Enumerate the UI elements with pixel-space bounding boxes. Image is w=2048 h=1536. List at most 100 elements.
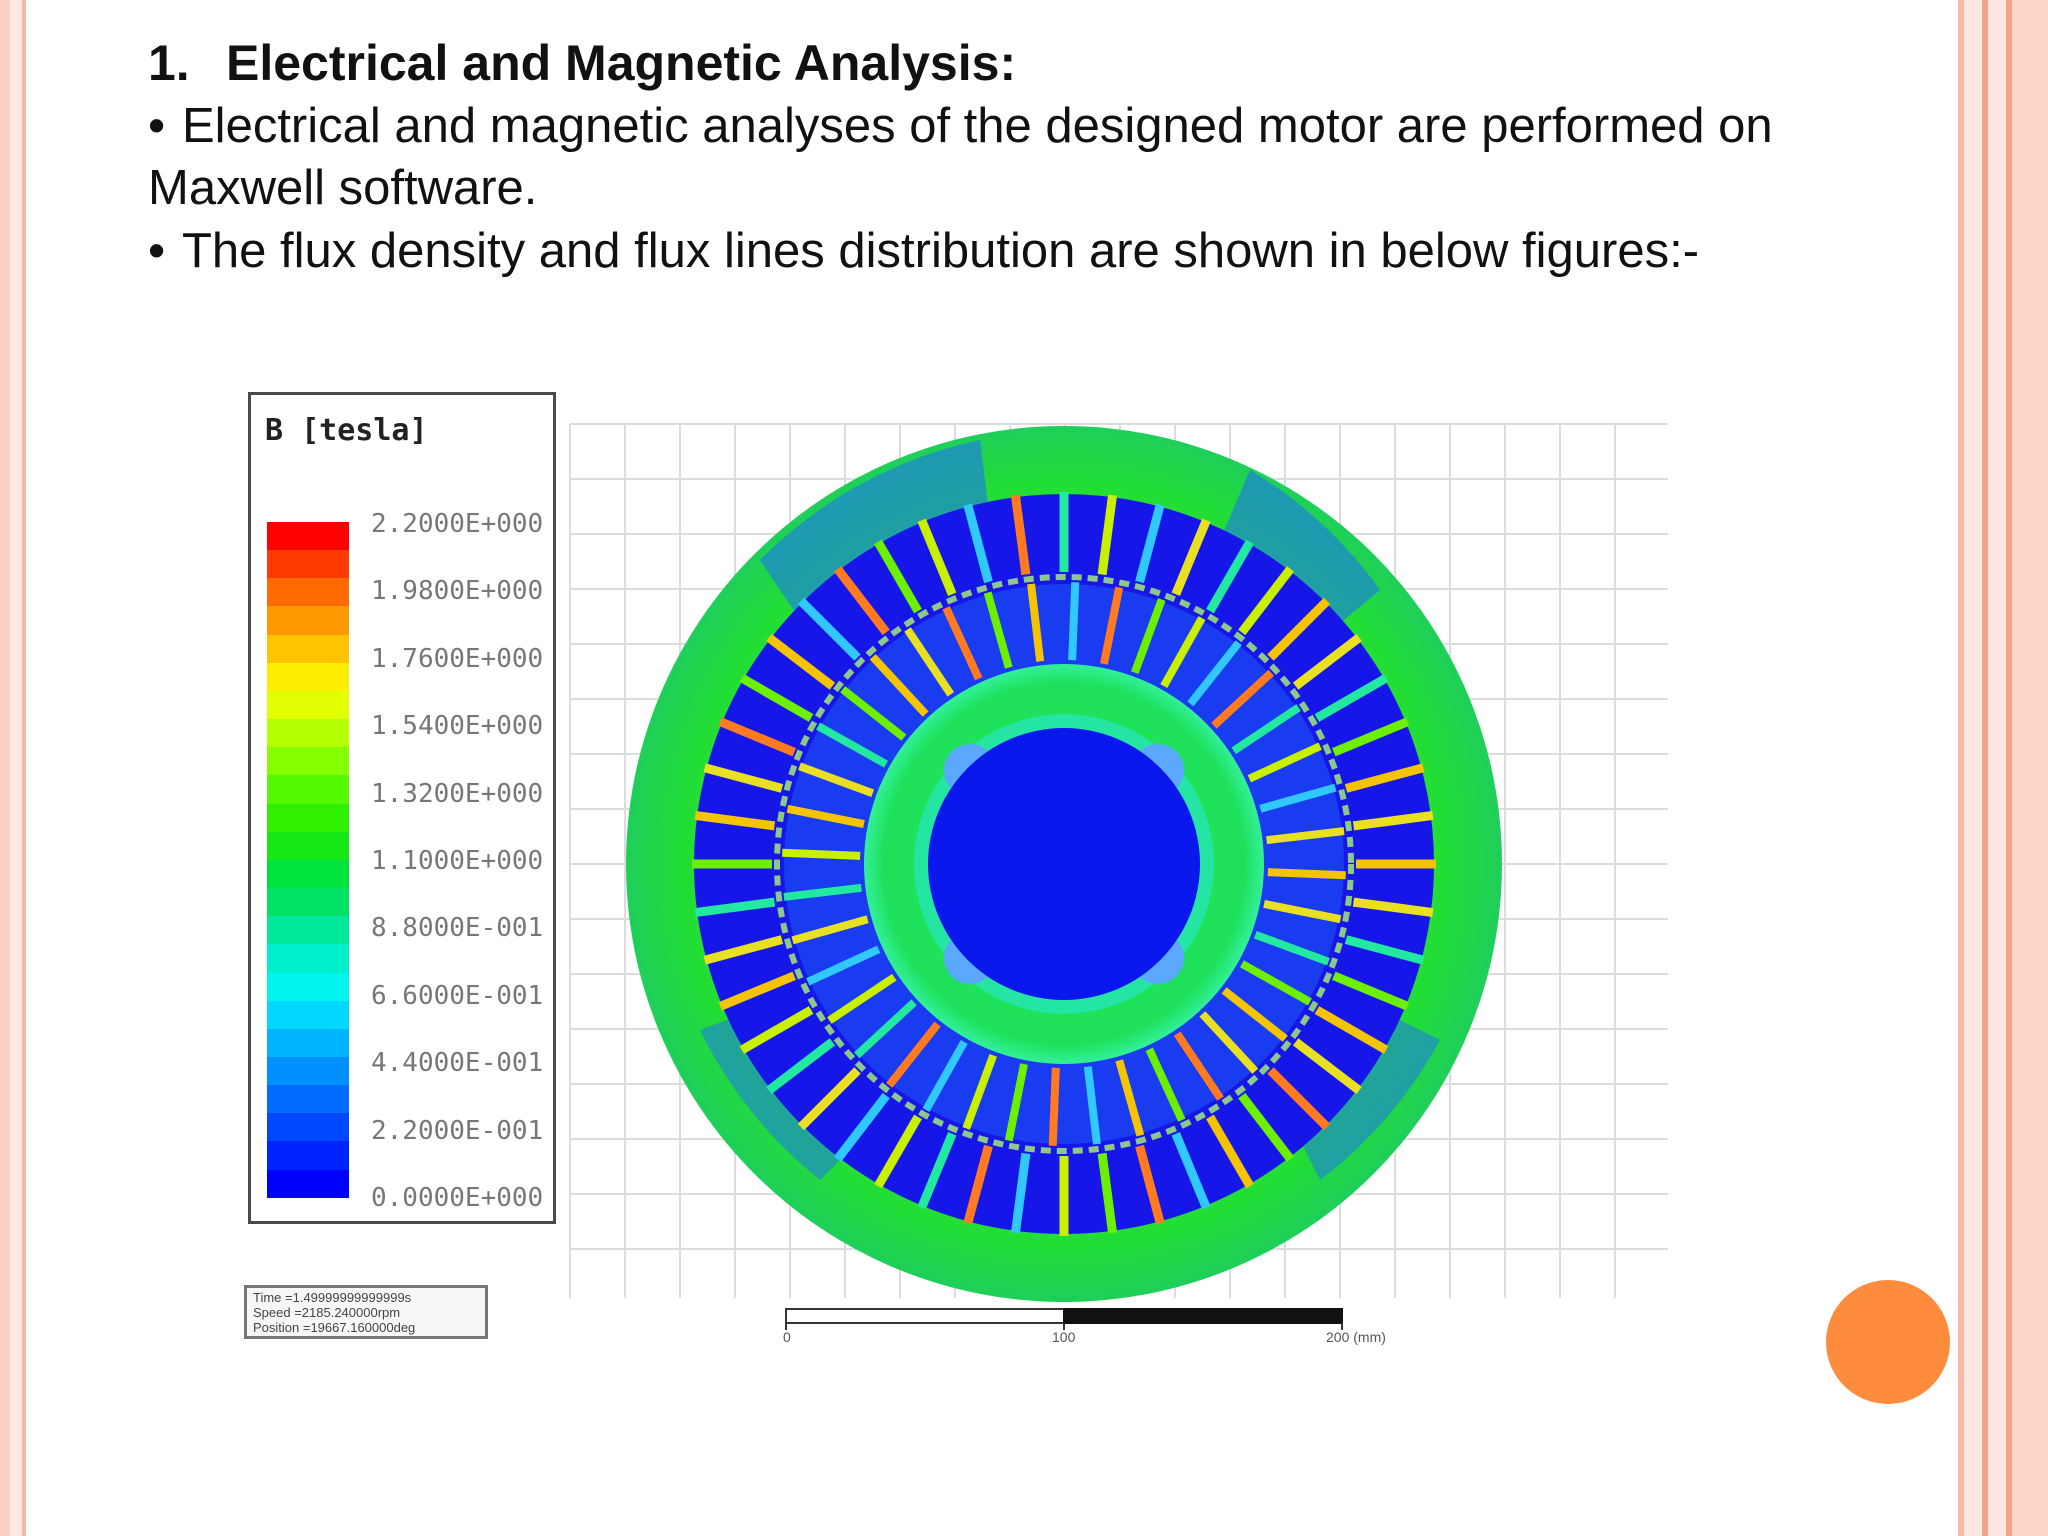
stator-tooth (833, 1092, 890, 1162)
stator-tooth (1314, 674, 1389, 722)
rotor-tooth (1211, 669, 1274, 729)
rotor-tooth (869, 654, 929, 717)
stator-tooth (963, 503, 993, 584)
stator-tooth (1314, 1006, 1389, 1054)
stator-tooth (1010, 494, 1031, 576)
shaft (928, 728, 1200, 1000)
rotor-tooth (806, 945, 881, 986)
stator-tooth (963, 1144, 993, 1225)
rotor-tooth (816, 722, 889, 768)
frame-stripe-left-inner (22, 0, 26, 1536)
field-legend: B [tesla] 2.2000E+000 1.9800E+000 1.7600E+… (248, 392, 556, 1224)
stator-tooth (1238, 1092, 1295, 1162)
stator-tooth (1097, 494, 1118, 576)
stator-tooth (797, 597, 861, 661)
stator-tooth (833, 566, 890, 636)
legend-value-label: 1.1000E+000 (371, 846, 544, 876)
decorative-circle (1826, 1280, 1950, 1404)
scale-label-0: 0 (783, 1329, 791, 1345)
stator-tooth (703, 763, 784, 793)
stator-tooth (694, 897, 776, 918)
legend-value-label: 1.5400E+000 (371, 711, 544, 742)
legend-swatch (267, 522, 349, 551)
stator-low-flux-region (760, 440, 990, 620)
stator-tooth (1292, 1038, 1362, 1095)
rotor-tooth (1239, 960, 1312, 1006)
stator-teeth (692, 492, 1436, 1236)
legend-value-label: 2.2000E-001 (371, 1115, 544, 1146)
rotor-tooth (1027, 583, 1045, 662)
stator-tooth (703, 935, 784, 965)
legend-swatch (267, 803, 349, 832)
rotor-tooth (1160, 616, 1206, 689)
legend-value-label: 0.0000E+000 (371, 1183, 544, 1213)
stator-tooth (718, 717, 796, 757)
legend-swatch (267, 634, 349, 663)
stator-tooth (766, 1038, 836, 1095)
rotor-tooth (1145, 1047, 1186, 1122)
rotor-tooth (1048, 1067, 1060, 1146)
legend-swatch (267, 719, 349, 748)
stator-tooth (718, 971, 796, 1011)
stator-tooth (1206, 1114, 1254, 1189)
legend-swatch (267, 1028, 349, 1057)
stator-tooth (1135, 503, 1165, 584)
legend-title: B [tesla] (265, 413, 428, 448)
stator-tooth (1332, 971, 1410, 1011)
stator-tooth (1267, 597, 1331, 661)
simulation-info-box: Time =1.49999999999999s Speed =2185.2400… (244, 1285, 488, 1339)
rotor-tooth (1187, 640, 1242, 707)
legend-swatch (267, 1085, 349, 1114)
stator-tooth (1010, 1152, 1031, 1234)
frame-stripe-left-outer (0, 0, 10, 1536)
legend-swatch (267, 831, 349, 860)
stator-tooth (694, 810, 776, 831)
rotor-tooth (791, 915, 869, 945)
legend-swatch (267, 916, 349, 945)
rotor-tooth (1267, 868, 1346, 880)
rotor-tooth (1130, 598, 1166, 675)
stator-tooth (1267, 1067, 1331, 1131)
rotor-tooth (1247, 742, 1322, 783)
frame-stripe-right-3 (1982, 0, 1988, 1536)
bullet-marker: • (148, 99, 166, 153)
rotor-tooth (1068, 582, 1080, 661)
legend-swatch (267, 747, 349, 776)
stator-tooth (1352, 897, 1434, 918)
stator-tooth (1332, 717, 1410, 757)
bullet-text: Electrical and magnetic analyses of the … (148, 99, 1773, 215)
rotor-tooth (1221, 987, 1288, 1042)
slide-heading: 1. Electrical and Magnetic Analysis: (148, 34, 1016, 92)
legend-value-label: 1.7600E+000 (371, 643, 544, 674)
rotor-tooth (1231, 704, 1301, 755)
legend-swatch (267, 1169, 349, 1198)
stator-tooth (917, 518, 957, 596)
rotor-tooth (886, 1021, 941, 1088)
stator-tooth (766, 633, 836, 690)
rotor-tooth (942, 606, 983, 681)
rotor-teeth (782, 582, 1346, 1146)
rotor-tooth (1100, 586, 1124, 665)
frame-stripe-right-2 (1964, 0, 1982, 1536)
legend-swatch (267, 1113, 349, 1142)
legend-swatch (267, 944, 349, 973)
legend-swatch (267, 606, 349, 635)
legend-value-label: 8.8000E-001 (371, 913, 544, 944)
stator-tooth (1352, 810, 1434, 831)
rotor-tooth (1173, 1031, 1224, 1101)
rotor-tooth (922, 1039, 968, 1112)
legend-value-label: 2.2000E+000 (371, 509, 544, 539)
stator-tooth (1135, 1144, 1165, 1225)
bullet-item: • The flux density and flux lines distrib… (148, 220, 1699, 282)
stator-tooth (917, 1132, 957, 1210)
frame-stripe-left (10, 0, 22, 1536)
stator-low-flux-region (1290, 1010, 1440, 1180)
legend-swatch (267, 662, 349, 691)
stator-tooth (1206, 539, 1254, 614)
stator-tooth (1344, 935, 1425, 965)
rotor-tooth (1083, 1066, 1101, 1145)
rotor-tooth (962, 1053, 998, 1130)
scale-bar: 0 100 200 (mm) (783, 1308, 1386, 1345)
air-gap (774, 574, 1354, 1154)
